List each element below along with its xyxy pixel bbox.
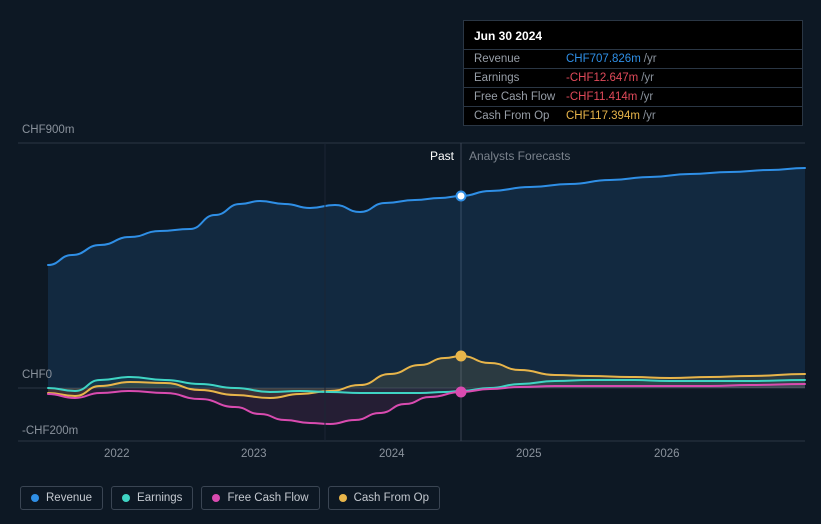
legend-label: Free Cash Flow <box>227 492 308 504</box>
legend-earnings[interactable]: Earnings <box>111 486 193 510</box>
legend-dot <box>212 494 220 502</box>
forecast-label: Analysts Forecasts <box>469 149 570 163</box>
legend-dot <box>339 494 347 502</box>
legend: Revenue Earnings Free Cash Flow Cash Fro… <box>20 486 440 510</box>
x-axis-label: 2026 <box>654 448 680 460</box>
legend-dot <box>122 494 130 502</box>
chart-tooltip: Jun 30 2024 RevenueCHF707.826m/yrEarning… <box>463 20 803 126</box>
legend-dot <box>31 494 39 502</box>
tooltip-metric-value: -CHF11.414m <box>566 91 637 103</box>
legend-revenue[interactable]: Revenue <box>20 486 103 510</box>
y-axis-label: -CHF200m <box>22 425 78 437</box>
x-axis-label: 2025 <box>516 448 542 460</box>
tooltip-metric-label: Revenue <box>474 53 566 65</box>
tooltip-date: Jun 30 2024 <box>464 25 802 49</box>
legend-cash-from-op[interactable]: Cash From Op <box>328 486 440 510</box>
tooltip-metric-value: -CHF12.647m <box>566 72 638 84</box>
past-label: Past <box>430 149 454 163</box>
tooltip-metric-label: Free Cash Flow <box>474 91 566 103</box>
tooltip-metric-label: Earnings <box>474 72 566 84</box>
legend-label: Earnings <box>137 492 182 504</box>
legend-label: Revenue <box>46 492 92 504</box>
y-axis-label: CHF900m <box>22 124 74 136</box>
tooltip-metric-unit: /yr <box>643 110 656 122</box>
legend-label: Cash From Op <box>354 492 429 504</box>
x-axis-label: 2024 <box>379 448 405 460</box>
tooltip-metric-unit: /yr <box>641 72 654 84</box>
tooltip-metric-unit: /yr <box>640 91 653 103</box>
chart-container: CHF900m CHF0 -CHF200m Past Analysts Fore… <box>0 0 821 524</box>
tooltip-row: Earnings-CHF12.647m/yr <box>464 68 802 87</box>
tooltip-row: Cash From OpCHF117.394m/yr <box>464 106 802 125</box>
x-axis-label: 2023 <box>241 448 267 460</box>
tooltip-row: Free Cash Flow-CHF11.414m/yr <box>464 87 802 106</box>
tooltip-metric-unit: /yr <box>644 53 657 65</box>
tooltip-metric-value: CHF707.826m <box>566 53 641 65</box>
tooltip-row: RevenueCHF707.826m/yr <box>464 49 802 68</box>
tooltip-metric-value: CHF117.394m <box>566 110 640 122</box>
y-axis-label: CHF0 <box>22 369 52 381</box>
tooltip-metric-label: Cash From Op <box>474 110 566 122</box>
legend-free-cash-flow[interactable]: Free Cash Flow <box>201 486 319 510</box>
x-axis-label: 2022 <box>104 448 130 460</box>
